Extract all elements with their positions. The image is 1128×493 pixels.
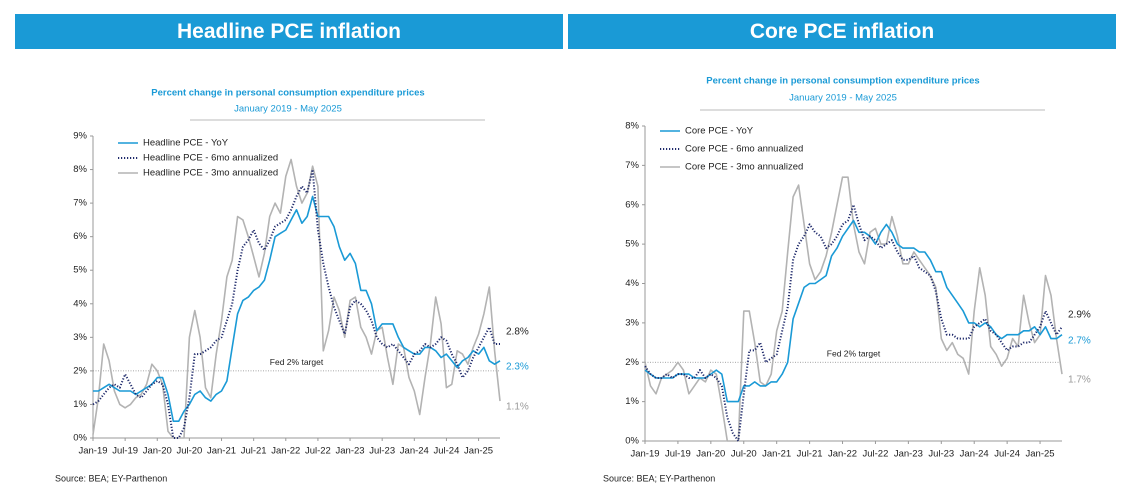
y-tick-label: 8% <box>625 121 639 132</box>
legend-label: Headline PCE - 6mo annualized <box>143 153 278 164</box>
x-tick-label: Jul-22 <box>863 449 889 460</box>
x-tick-label: Jan-23 <box>894 449 923 460</box>
y-tick-label: 4% <box>73 298 87 309</box>
legend-label: Core PCE - 6mo annualized <box>685 144 803 155</box>
y-tick-label: 2% <box>73 365 87 376</box>
x-tick-label: Jul-19 <box>112 446 138 457</box>
x-tick-label: Jul-22 <box>305 446 331 457</box>
end-label: 2.7% <box>1068 335 1091 346</box>
series-line <box>93 195 501 422</box>
end-label: 2.3% <box>506 361 529 372</box>
chart-title: Percent change in personal consumption e… <box>706 76 979 87</box>
y-tick-label: 3% <box>625 317 639 328</box>
series-line <box>644 176 1063 442</box>
x-tick-label: Jan-20 <box>696 449 725 460</box>
legend-label: Core PCE - YoY <box>685 126 754 137</box>
x-tick-label: Jan-22 <box>828 449 857 460</box>
y-tick-label: 7% <box>73 198 87 209</box>
series-line <box>644 219 1063 403</box>
chart-subtitle: January 2019 - May 2025 <box>234 104 342 115</box>
end-label: 1.1% <box>506 402 529 413</box>
x-tick-label: Jul-20 <box>176 446 202 457</box>
source-note: Source: BEA; EY-Parthenon <box>55 473 167 483</box>
end-label: 2.9% <box>1068 309 1091 320</box>
x-tick-label: Jul-23 <box>369 446 395 457</box>
series-line <box>644 203 1063 442</box>
panel-header: Headline PCE inflation <box>15 14 563 49</box>
series-line <box>92 158 501 439</box>
y-tick-label: 5% <box>73 265 87 276</box>
x-tick-label: Jul-19 <box>665 449 691 460</box>
source-note: Source: BEA; EY-Parthenon <box>603 473 715 483</box>
y-tick-label: 8% <box>73 164 87 175</box>
y-tick-label: 0% <box>73 433 87 444</box>
series-line <box>92 168 500 439</box>
y-tick-label: 1% <box>73 399 87 410</box>
x-tick-label: Jan-21 <box>762 449 791 460</box>
x-tick-label: Jul-21 <box>797 449 823 460</box>
x-tick-label: Jan-22 <box>271 446 300 457</box>
x-tick-label: Jul-21 <box>241 446 267 457</box>
x-tick-label: Jul-23 <box>928 449 954 460</box>
y-tick-label: 5% <box>625 239 639 250</box>
y-tick-label: 4% <box>625 278 639 289</box>
x-tick-label: Jan-19 <box>78 446 107 457</box>
x-tick-label: Jan-24 <box>960 449 989 460</box>
y-tick-label: 0% <box>625 436 639 447</box>
y-tick-label: 7% <box>625 160 639 171</box>
y-tick-label: 6% <box>625 199 639 210</box>
x-tick-label: Jan-23 <box>336 446 365 457</box>
target-label: Fed 2% target <box>827 349 881 359</box>
x-tick-label: Jan-20 <box>143 446 172 457</box>
chart-title: Percent change in personal consumption e… <box>151 88 424 99</box>
x-tick-label: Jul-24 <box>434 446 460 457</box>
y-tick-label: 2% <box>625 357 639 368</box>
x-tick-label: Jul-20 <box>731 449 757 460</box>
legend-label: Headline PCE - 3mo annualized <box>143 168 278 179</box>
panel-header: Core PCE inflation <box>568 14 1116 49</box>
end-label: 2.8% <box>506 327 529 338</box>
end-label: 1.7% <box>1068 375 1091 386</box>
y-tick-label: 6% <box>73 231 87 242</box>
y-tick-label: 9% <box>73 131 87 142</box>
x-tick-label: Jan-25 <box>464 446 493 457</box>
legend-label: Core PCE - 3mo annualized <box>685 162 803 173</box>
legend-label: Headline PCE - YoY <box>143 138 229 149</box>
x-tick-label: Jul-24 <box>994 449 1020 460</box>
x-tick-label: Jan-19 <box>630 449 659 460</box>
y-tick-label: 3% <box>73 332 87 343</box>
y-tick-label: 1% <box>625 396 639 407</box>
x-tick-label: Jan-21 <box>207 446 236 457</box>
target-label: Fed 2% target <box>270 357 324 367</box>
x-tick-label: Jan-24 <box>400 446 429 457</box>
chart-subtitle: January 2019 - May 2025 <box>789 93 897 104</box>
x-tick-label: Jan-25 <box>1026 449 1055 460</box>
